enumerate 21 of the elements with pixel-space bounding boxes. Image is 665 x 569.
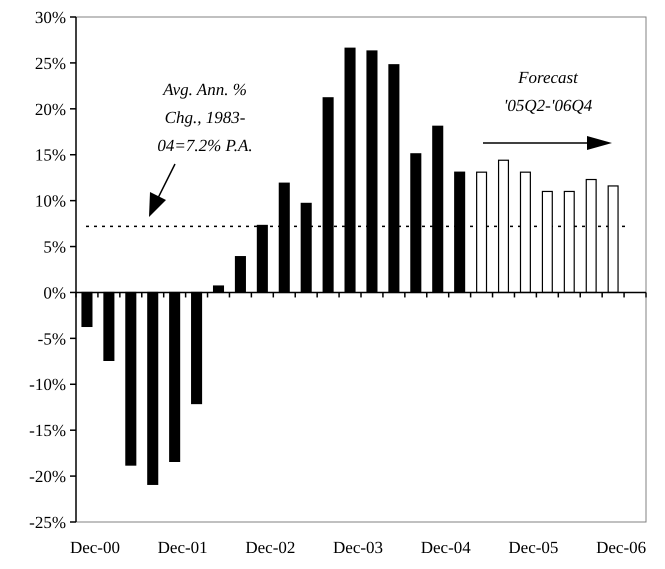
x-tick-label: Dec-02 [245, 538, 296, 557]
y-tick-label: 30% [34, 8, 66, 27]
x-tick-label: Dec-01 [158, 538, 208, 557]
x-tick-label: Dec-04 [420, 538, 472, 557]
x-tick-label: Dec-03 [333, 538, 384, 557]
y-tick-label: 15% [34, 146, 66, 165]
y-tick-label: -10% [29, 375, 66, 394]
y-tick-label: -25% [29, 512, 66, 532]
y-tick-label: 10% [34, 192, 66, 211]
x-tick-label: Dec-05 [508, 538, 558, 557]
y-tick-label: 20% [34, 100, 66, 119]
y-tick-label: 0% [43, 283, 66, 302]
y-tick-label: -5% [38, 329, 66, 348]
annotation: Avg. Ann. % Chg., 1983- 04=7.2% P.A. [157, 80, 253, 155]
y-tick-label: -15% [29, 421, 66, 440]
annotation: Forecast '05Q2-'06Q4 [504, 68, 593, 115]
y-tick-label: 5% [43, 237, 66, 256]
y-tick-label: 25% [34, 54, 66, 73]
x-tick-label: Dec-06 [596, 538, 646, 557]
x-tick-label: Dec-00 [70, 538, 120, 557]
y-tick-label: -20% [29, 467, 66, 486]
